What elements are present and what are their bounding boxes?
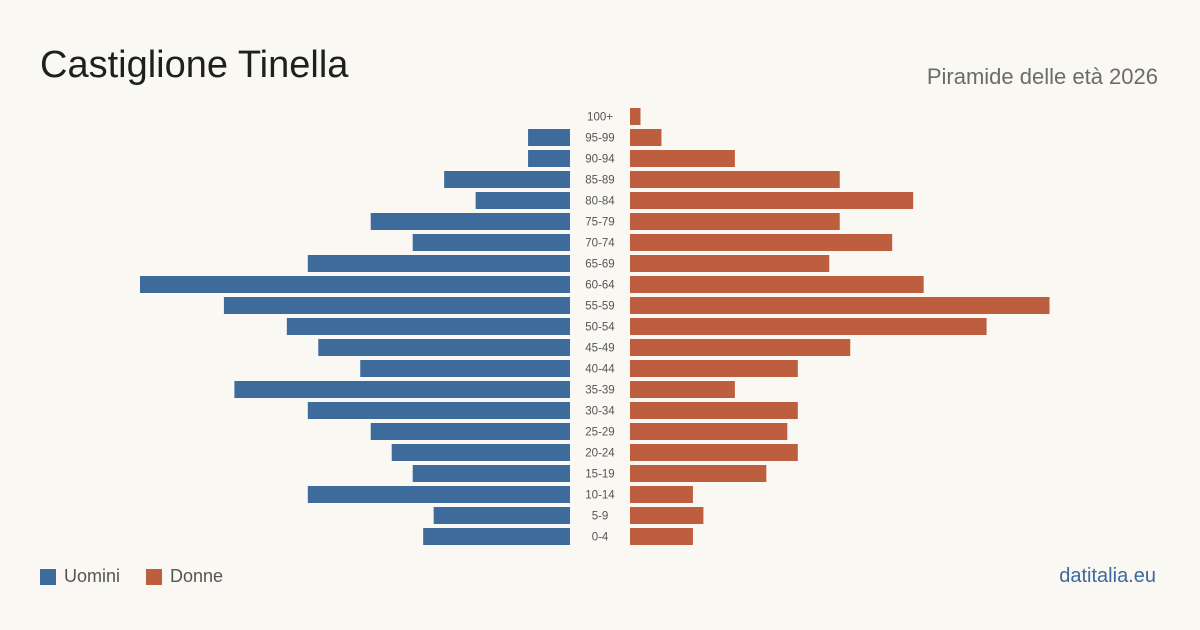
- bar-men-10-14: [307, 486, 570, 503]
- bar-women-75-79: [630, 213, 840, 230]
- age-label-20-24: 20-24: [585, 448, 615, 460]
- bar-men-55-59: [223, 297, 570, 314]
- bar-men-95-99: [528, 129, 570, 146]
- brand-link[interactable]: datitalia.eu: [1059, 565, 1156, 587]
- bar-men-75-79: [370, 213, 570, 230]
- bar-women-45-49: [630, 339, 851, 356]
- bar-women-50-54: [630, 318, 987, 335]
- bar-women-5-9: [630, 507, 704, 524]
- age-label-45-49: 45-49: [585, 343, 614, 355]
- bar-women-95-99: [630, 129, 662, 146]
- age-label-30-34: 30-34: [585, 406, 615, 418]
- bar-women-100+: [630, 108, 641, 125]
- age-label-95-99: 95-99: [585, 133, 614, 145]
- bar-men-35-39: [234, 381, 570, 398]
- bar-women-20-24: [630, 444, 798, 461]
- bar-men-65-69: [307, 255, 570, 272]
- bar-men-60-64: [140, 276, 570, 293]
- bar-men-40-44: [360, 360, 570, 377]
- legend-swatch-men: [40, 568, 56, 585]
- bar-women-40-44: [630, 360, 798, 377]
- age-label-75-79: 75-79: [585, 217, 614, 229]
- page-title: Castiglione Tinella: [40, 44, 349, 86]
- bar-men-80-84: [475, 192, 570, 209]
- age-label-100+: 100+: [587, 112, 613, 124]
- age-label-65-69: 65-69: [585, 259, 614, 271]
- bar-women-90-94: [630, 150, 735, 167]
- bar-women-10-14: [630, 486, 693, 503]
- bar-women-25-29: [630, 423, 788, 440]
- bar-women-70-74: [630, 234, 893, 251]
- bar-men-25-29: [370, 423, 570, 440]
- bar-women-30-34: [630, 402, 798, 419]
- age-label-55-59: 55-59: [585, 301, 614, 313]
- age-label-35-39: 35-39: [585, 385, 614, 397]
- bar-women-65-69: [630, 255, 830, 272]
- bar-women-80-84: [630, 192, 914, 209]
- bar-men-5-9: [433, 507, 570, 524]
- legend: Uomini Donne: [40, 566, 249, 587]
- bar-women-0-4: [630, 528, 693, 545]
- age-label-90-94: 90-94: [585, 154, 615, 166]
- age-label-0-4: 0-4: [592, 532, 609, 544]
- chart-subtitle: Piramide delle età 2026: [926, 64, 1158, 89]
- legend-item-men: Uomini: [40, 566, 120, 587]
- bar-men-15-19: [412, 465, 570, 482]
- age-label-10-14: 10-14: [585, 490, 615, 502]
- bar-women-85-89: [630, 171, 840, 188]
- bar-men-85-89: [444, 171, 570, 188]
- bar-men-30-34: [307, 402, 570, 419]
- bar-women-15-19: [630, 465, 767, 482]
- age-label-40-44: 40-44: [585, 364, 615, 376]
- age-label-50-54: 50-54: [585, 322, 615, 334]
- age-label-80-84: 80-84: [585, 196, 615, 208]
- age-label-70-74: 70-74: [585, 238, 615, 250]
- bar-men-70-74: [412, 234, 570, 251]
- bar-men-20-24: [391, 444, 570, 461]
- bar-women-60-64: [630, 276, 924, 293]
- bar-men-45-49: [318, 339, 570, 356]
- bar-women-35-39: [630, 381, 735, 398]
- legend-label-men: Uomini: [64, 566, 121, 586]
- bar-men-0-4: [423, 528, 570, 545]
- age-label-85-89: 85-89: [585, 175, 614, 187]
- age-label-60-64: 60-64: [585, 280, 615, 292]
- bar-men-90-94: [528, 150, 570, 167]
- age-label-25-29: 25-29: [585, 427, 614, 439]
- bar-women-55-59: [630, 297, 1050, 314]
- legend-swatch-women: [146, 568, 163, 585]
- legend-item-women: Donne: [146, 566, 223, 587]
- bar-men-50-54: [286, 318, 570, 335]
- age-label-5-9: 5-9: [592, 511, 609, 523]
- age-label-15-19: 15-19: [585, 469, 614, 481]
- legend-label-women: Donne: [170, 566, 224, 586]
